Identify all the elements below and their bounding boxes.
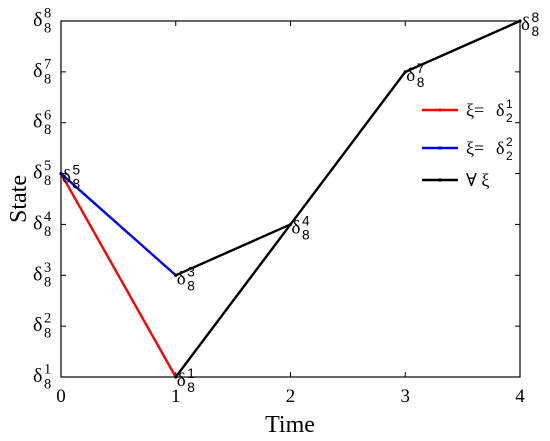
svg-text:δ: δ	[33, 162, 42, 184]
point-label: δ 78	[406, 61, 424, 90]
svg-text:4: 4	[44, 209, 51, 225]
svg-text:δ: δ	[33, 111, 42, 133]
legend-marker	[438, 108, 442, 112]
x-tick-label: 2	[286, 386, 296, 407]
series-line-3	[404, 19, 521, 73]
svg-text:8: 8	[44, 173, 51, 189]
x-tick-label: 1	[171, 386, 181, 407]
point-label: δ 38	[177, 264, 195, 293]
svg-text:8: 8	[44, 6, 51, 22]
svg-text:8: 8	[187, 278, 195, 293]
svg-text:5: 5	[72, 163, 80, 178]
svg-text:8: 8	[44, 20, 51, 36]
y-tick-label: δ 88	[33, 6, 51, 37]
svg-text:8: 8	[44, 275, 51, 291]
svg-text:δ: δ	[33, 314, 42, 336]
legend-entry-2: ξ= δ 22	[466, 135, 513, 163]
legend-marker	[438, 178, 442, 182]
svg-text:8: 8	[302, 228, 310, 243]
svg-text:δ: δ	[177, 268, 186, 289]
svg-text:8: 8	[187, 380, 195, 395]
svg-text:δ: δ	[33, 60, 42, 82]
x-axis-label: Time	[265, 412, 315, 438]
plot-frame	[60, 20, 521, 378]
svg-text:8: 8	[531, 24, 539, 39]
svg-text:δ: δ	[521, 14, 530, 35]
svg-text:δ: δ	[33, 9, 42, 31]
y-axis-label: State	[6, 175, 32, 223]
y-tick-label: δ 38	[33, 260, 51, 291]
y-tick-label: δ 78	[33, 56, 51, 87]
svg-text:7: 7	[44, 56, 51, 72]
legend: ξ= δ 12ξ= δ 22∀ ξ	[422, 97, 513, 190]
x-tick-label: 4	[515, 386, 525, 407]
svg-text:4: 4	[302, 213, 310, 228]
legend-entry-3: ∀ ξ	[466, 170, 489, 190]
svg-text:∀ ξ: ∀ ξ	[466, 170, 489, 190]
label-layer: 0 1 2 3 4δ 18δ 28δ 38δ 48δ 58δ 68δ 78δ 88δ 58δ 18δ 38δ 4…	[33, 6, 539, 407]
legend-entry-1: ξ= δ 12	[466, 97, 513, 125]
data-point	[174, 273, 178, 277]
svg-text:δ: δ	[33, 365, 42, 387]
svg-text:8: 8	[44, 122, 51, 138]
svg-text:δ: δ	[496, 100, 504, 120]
svg-text:δ: δ	[62, 167, 71, 188]
svg-text:2: 2	[506, 135, 513, 149]
y-tick-label: δ 58	[33, 158, 51, 189]
y-tick-label: δ 48	[33, 209, 51, 240]
point-label: δ 88	[521, 10, 539, 39]
svg-text:1: 1	[44, 362, 51, 378]
svg-text:8: 8	[417, 75, 425, 90]
svg-text:6: 6	[44, 107, 51, 123]
series-layer	[59, 19, 522, 379]
svg-text:8: 8	[72, 177, 80, 192]
svg-text:ξ=: ξ=	[466, 138, 484, 158]
svg-text:2: 2	[506, 111, 513, 125]
plot-background	[61, 21, 520, 377]
point-label: δ 48	[292, 213, 310, 242]
svg-text:3: 3	[187, 264, 195, 279]
point-label: δ 58	[62, 163, 80, 192]
x-tick-label: 0	[56, 386, 66, 407]
data-point	[403, 70, 407, 74]
svg-text:8: 8	[44, 224, 51, 240]
svg-text:1: 1	[187, 366, 195, 381]
svg-text:3: 3	[44, 260, 51, 276]
svg-text:δ: δ	[292, 217, 301, 238]
point-label: δ 18	[177, 366, 195, 395]
svg-text:8: 8	[531, 10, 539, 25]
y-tick-label: δ 68	[33, 107, 51, 138]
series-line-1	[59, 172, 177, 378]
svg-text:δ: δ	[406, 65, 415, 86]
series-line-3	[289, 71, 407, 226]
y-tick-label: δ 18	[33, 362, 51, 393]
series-line-2	[60, 172, 177, 277]
legend-marker	[438, 146, 442, 150]
svg-text:8: 8	[44, 71, 51, 87]
svg-text:2: 2	[44, 311, 51, 327]
svg-text:5: 5	[44, 158, 51, 174]
svg-text:7: 7	[417, 61, 425, 76]
svg-text:8: 8	[44, 376, 51, 392]
y-tick-label: δ 28	[33, 311, 51, 342]
svg-text:δ: δ	[33, 263, 42, 285]
svg-text:2: 2	[506, 149, 513, 163]
x-tick-label: 3	[401, 386, 411, 407]
series-line-3	[175, 223, 291, 277]
svg-text:ξ=: ξ=	[466, 100, 484, 120]
svg-text:8: 8	[44, 326, 51, 342]
svg-text:δ: δ	[177, 370, 186, 391]
data-point	[288, 222, 293, 227]
series-line-3	[174, 223, 292, 378]
svg-text:δ: δ	[33, 212, 42, 234]
svg-text:δ: δ	[496, 138, 504, 158]
svg-text:1: 1	[506, 97, 513, 111]
